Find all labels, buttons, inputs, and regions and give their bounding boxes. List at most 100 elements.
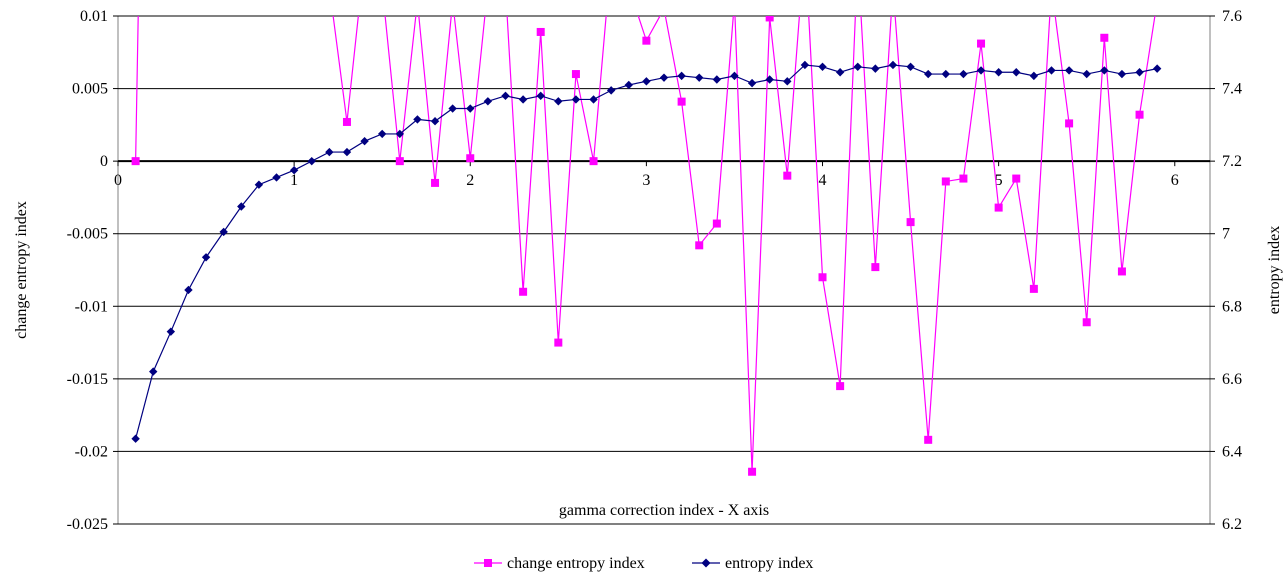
plot-area	[117, 15, 1211, 525]
x-tick-label: 0	[114, 172, 122, 189]
data-point-entropy-index	[571, 95, 581, 104]
y2-axis-label: entropy index	[1266, 226, 1283, 314]
data-point-entropy-index	[307, 156, 316, 166]
data-point-entropy-index	[1117, 69, 1127, 79]
y-tick-label: 0.01	[80, 8, 108, 25]
data-point-change-entropy-index	[959, 174, 968, 183]
data-point-entropy-index	[289, 166, 299, 175]
data-point-change-entropy-index	[449, 0, 457, 5]
data-point-change-entropy-index	[589, 157, 598, 166]
y2-tick-label: 6.8	[1222, 298, 1242, 315]
data-point-change-entropy-index	[783, 171, 792, 180]
data-point-entropy-index	[483, 97, 493, 106]
data-point-entropy-index	[536, 91, 545, 101]
markers-group	[131, 0, 1162, 476]
data-point-entropy-index	[501, 91, 510, 101]
x-tick-label: 2	[466, 172, 474, 189]
y-tick-label: 0	[100, 153, 108, 170]
data-point-change-entropy-index	[941, 177, 950, 186]
data-point-entropy-index	[149, 367, 158, 376]
data-point-entropy-index	[853, 62, 862, 71]
data-point-change-entropy-index	[466, 154, 475, 163]
y2-tick-label: 7	[1222, 226, 1230, 243]
axes: -0.025 -0.02 -0.015 -0.01 -0.005 0 0.005 0.01 6.…	[67, 8, 1242, 533]
data-point-entropy-index	[624, 80, 633, 90]
data-point-entropy-index	[1012, 68, 1021, 77]
data-point-entropy-index	[800, 60, 810, 70]
data-point-change-entropy-index	[748, 467, 757, 476]
data-point-entropy-index	[448, 104, 457, 113]
data-point-change-entropy-index	[131, 157, 140, 166]
data-point-entropy-index	[959, 69, 968, 79]
y-tick-label: -0.025	[67, 516, 108, 533]
data-point-entropy-index	[994, 68, 1003, 77]
data-point-change-entropy-index	[413, 0, 421, 5]
x-axis-label: gamma correction index - X axis	[559, 502, 769, 519]
legend-label-change-entropy: change entropy index	[507, 555, 645, 572]
data-point-entropy-index	[606, 86, 616, 95]
data-point-entropy-index	[677, 71, 686, 81]
data-point-change-entropy-index	[1065, 119, 1074, 128]
legend-marker-entropy	[701, 558, 711, 568]
y2-tick-label: 7.2	[1222, 153, 1242, 170]
data-point-entropy-index	[184, 285, 193, 295]
data-point-change-entropy-index	[712, 219, 721, 228]
data-point-change-entropy-index	[695, 241, 704, 250]
data-point-change-entropy-index	[1100, 33, 1109, 42]
legend-label-entropy: entropy index	[725, 555, 813, 572]
x-tick-label: 5	[995, 172, 1003, 189]
data-point-change-entropy-index	[1082, 318, 1091, 327]
data-point-entropy-index	[272, 173, 281, 182]
y2-tick-label: 7.4	[1222, 81, 1242, 98]
y2-tick-label: 6.6	[1222, 371, 1242, 388]
data-point-entropy-index	[219, 227, 228, 237]
data-point-entropy-index	[1082, 69, 1091, 79]
data-point-entropy-index	[976, 66, 986, 75]
data-point-entropy-index	[888, 60, 898, 70]
data-point-entropy-index	[518, 95, 528, 104]
data-point-change-entropy-index	[1135, 110, 1144, 119]
data-point-entropy-index	[712, 75, 722, 84]
data-point-entropy-index	[747, 78, 757, 88]
data-point-entropy-index	[1135, 68, 1144, 77]
data-point-entropy-index	[765, 75, 774, 84]
x-tick-label: 6	[1171, 172, 1179, 189]
data-point-entropy-index	[201, 253, 211, 262]
data-point-change-entropy-index	[977, 39, 986, 48]
data-point-entropy-index	[466, 104, 475, 113]
y2-axis-label-group: entropy index	[1266, 226, 1283, 314]
data-point-change-entropy-index	[730, 0, 738, 5]
data-point-entropy-index	[642, 77, 651, 86]
data-point-entropy-index	[166, 327, 176, 336]
y2-tick-label: 7.6	[1222, 8, 1242, 25]
data-point-change-entropy-index	[642, 36, 651, 45]
data-point-entropy-index	[554, 97, 563, 106]
data-point-change-entropy-index	[1153, 0, 1161, 5]
data-point-entropy-index	[695, 73, 704, 82]
data-point-change-entropy-index	[660, 5, 668, 13]
data-point-change-entropy-index	[554, 338, 563, 347]
data-point-change-entropy-index	[906, 218, 915, 227]
data-point-entropy-index	[395, 129, 405, 139]
data-point-entropy-index	[589, 95, 598, 104]
y-axis-label-group: change entropy index	[13, 201, 30, 339]
data-point-entropy-index	[1100, 66, 1109, 75]
data-point-entropy-index	[430, 117, 440, 126]
legend: change entropy index entropy index	[474, 555, 813, 572]
data-point-entropy-index	[730, 71, 739, 81]
y2-tick-label: 6.4	[1222, 443, 1242, 460]
data-point-entropy-index	[835, 68, 845, 77]
data-point-change-entropy-index	[395, 157, 404, 166]
data-point-entropy-index	[1152, 64, 1162, 73]
data-point-change-entropy-index	[871, 263, 880, 272]
data-point-change-entropy-index	[342, 117, 351, 126]
data-point-change-entropy-index	[1117, 267, 1126, 276]
data-point-entropy-index	[1064, 66, 1074, 75]
data-point-entropy-index	[413, 115, 422, 124]
data-point-change-entropy-index	[431, 178, 440, 187]
data-point-entropy-index	[325, 147, 334, 157]
data-point-change-entropy-index	[818, 273, 827, 282]
data-point-change-entropy-index	[1029, 284, 1038, 293]
gridlines	[118, 15, 1210, 525]
